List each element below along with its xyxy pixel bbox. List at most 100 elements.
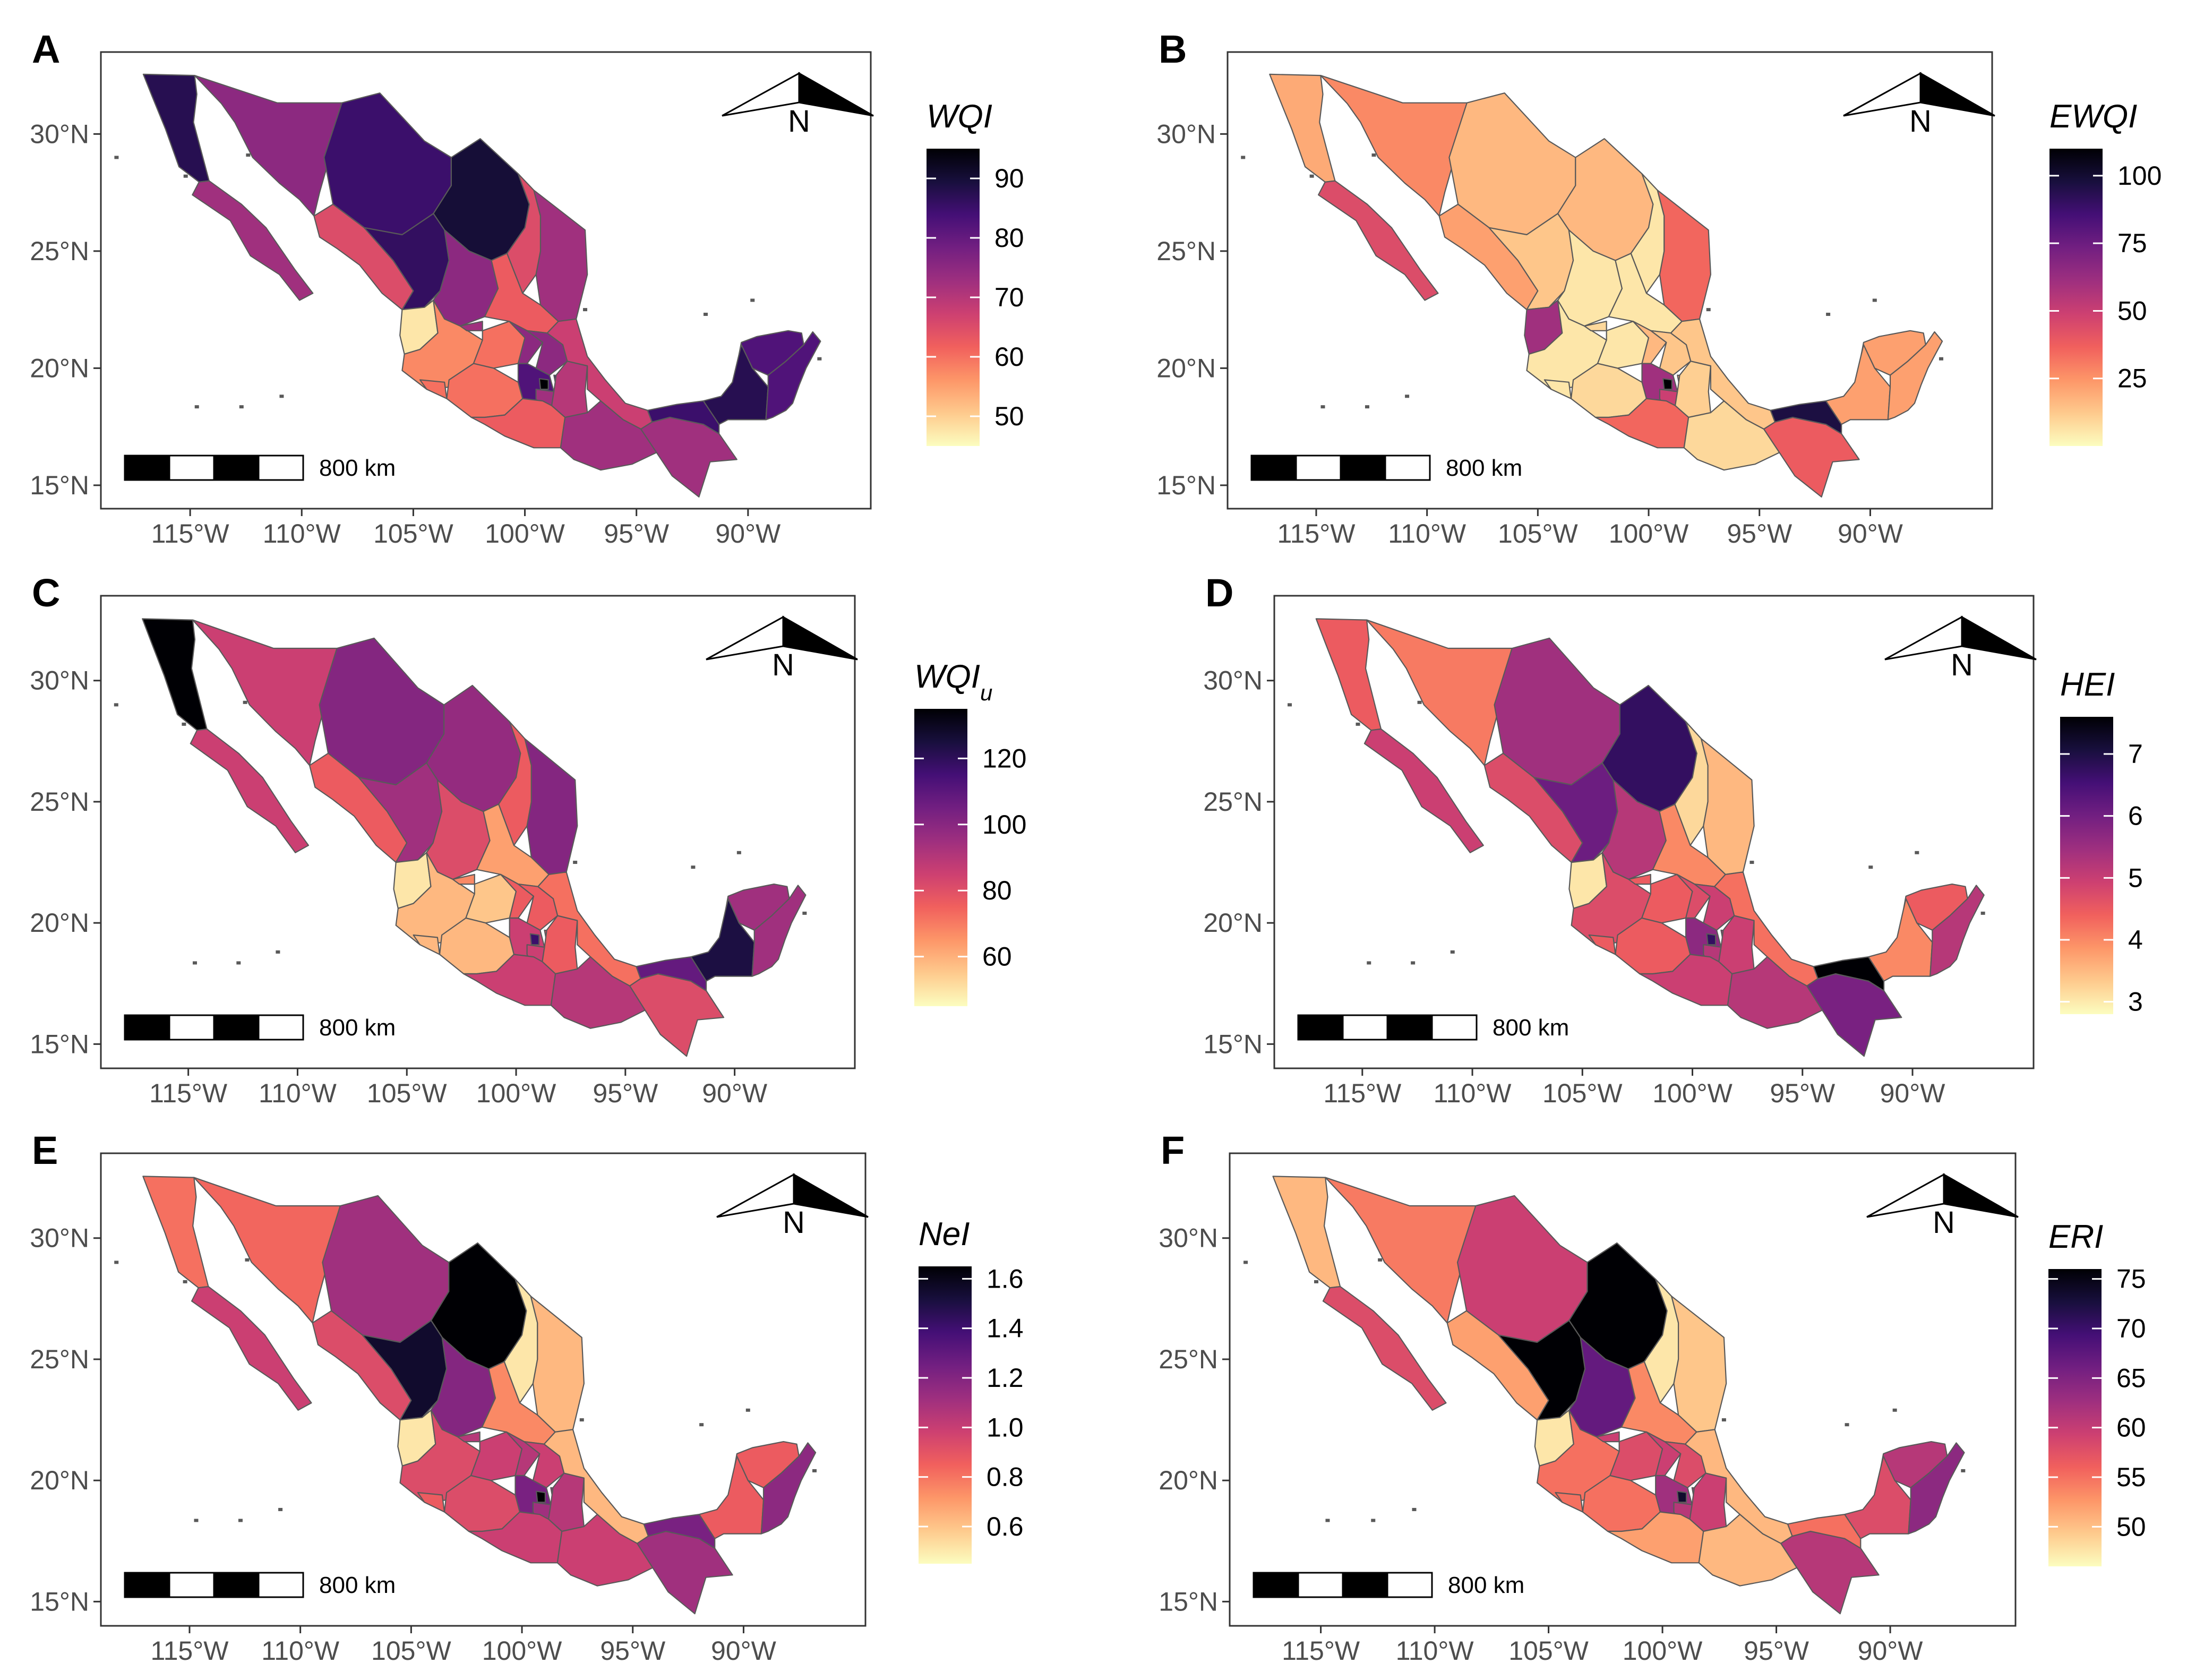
island	[1450, 950, 1455, 954]
island	[1405, 395, 1410, 398]
y-tick-label: 20°N	[1156, 353, 1216, 383]
legend-title: WQIu	[914, 658, 992, 705]
island	[183, 174, 188, 178]
island	[1356, 722, 1360, 726]
island	[182, 722, 186, 726]
x-tick-label: 105°W	[1542, 1078, 1623, 1108]
x-tick-label: 115°W	[151, 519, 230, 548]
colorbar-tick-label: 80	[982, 876, 1012, 905]
y-tick-label: 20°N	[1159, 1465, 1218, 1495]
island	[745, 1408, 750, 1412]
scale-bar: 800 km	[1297, 1014, 1569, 1041]
panel-letter: A	[32, 27, 60, 71]
x-tick-label: 90°W	[1880, 1078, 1946, 1108]
colorbar-tick-label: 1.6	[987, 1264, 1024, 1293]
state-SON	[192, 619, 338, 766]
island	[1243, 1261, 1248, 1264]
y-tick-label: 25°N	[30, 1344, 89, 1374]
north-arrow-icon: N	[706, 615, 858, 682]
x-tick-label: 100°W	[1652, 1078, 1733, 1108]
colorbar-tick-label: 0.6	[987, 1512, 1024, 1541]
north-label: N	[783, 1205, 805, 1240]
x-tick-label: 90°W	[1858, 1636, 1924, 1666]
island	[1241, 156, 1246, 159]
legend-title: HEI	[2060, 666, 2115, 703]
north-arrow-icon: N	[1843, 72, 1995, 139]
panel-letter: E	[32, 1128, 58, 1172]
x-tick-label: 105°W	[1508, 1636, 1589, 1666]
scale-bar: 800 km	[1250, 455, 1522, 481]
colorbar-tick-label: 100	[2117, 161, 2162, 191]
colorbar	[2060, 717, 2113, 1014]
colorbar-tick-label: 25	[2117, 364, 2147, 393]
y-tick-label: 30°N	[1203, 666, 1263, 696]
colorbar-tick-label: 50	[994, 401, 1024, 431]
island	[239, 405, 244, 409]
state-GRO	[468, 1511, 563, 1564]
colorbar	[2048, 1269, 2102, 1566]
states	[114, 73, 822, 498]
state-ROO	[1929, 885, 1985, 977]
island	[1749, 861, 1754, 864]
island	[817, 357, 822, 361]
colorbar-tick-label: 7	[2128, 739, 2143, 769]
scale-bar-label: 800 km	[319, 1572, 396, 1598]
state-ROO	[1908, 1442, 1965, 1535]
island	[1939, 357, 1943, 361]
scale-bar-label: 800 km	[1493, 1015, 1569, 1041]
scale-bar-label: 800 km	[1446, 455, 1522, 481]
legend: HEI 7 6 5 4 3	[2060, 666, 2143, 1017]
y-tick-label: 15°N	[30, 1587, 89, 1616]
island	[276, 950, 280, 954]
island	[1367, 961, 1371, 965]
panel-letter: D	[1205, 571, 1233, 615]
x-tick-label: 95°W	[1727, 519, 1793, 548]
island	[1371, 153, 1376, 157]
scale-bar: 800 km	[1253, 1572, 1524, 1598]
x-tick-label: 105°W	[373, 519, 453, 548]
island	[1411, 961, 1416, 965]
colorbar-tick-label: 50	[2116, 1512, 2146, 1541]
x-tick-label: 110°W	[261, 1636, 340, 1666]
y-tick-label: 25°N	[30, 236, 89, 266]
island	[114, 1261, 119, 1264]
x-tick-label: 95°W	[604, 519, 670, 548]
y-tick-label: 25°N	[1159, 1344, 1218, 1374]
colorbar	[2049, 149, 2103, 446]
island	[114, 703, 118, 707]
state-BCS	[1318, 180, 1439, 301]
panel-E: E 115°W 110°W 105°W 100°W 95°W 90°W 30°N 25°N 20°…	[30, 1128, 1023, 1666]
island	[1325, 1519, 1330, 1522]
state-SON	[1366, 619, 1513, 766]
colorbar	[919, 1266, 972, 1564]
island	[1288, 703, 1292, 707]
island	[236, 961, 241, 965]
y-tick-label: 30°N	[1156, 119, 1216, 149]
colorbar-tick-label: 3	[2128, 987, 2143, 1017]
north-label: N	[772, 648, 794, 682]
colorbar-tick-label: 60	[982, 942, 1012, 972]
north-arrow-icon: N	[1884, 615, 2037, 682]
scale-bar: 800 km	[124, 1572, 396, 1598]
x-tick-label: 100°W	[485, 519, 565, 548]
state-ROO	[751, 885, 807, 977]
y-tick-label: 25°N	[30, 787, 89, 817]
island	[802, 911, 807, 915]
states	[1241, 73, 1943, 498]
colorbar-tick-label: 75	[2116, 1264, 2146, 1294]
island	[1845, 1423, 1849, 1427]
panel-letter: B	[1159, 27, 1187, 71]
island	[278, 1507, 283, 1511]
x-tick-label: 95°W	[1744, 1636, 1809, 1666]
colorbar-tick-label: 1.4	[987, 1314, 1024, 1343]
state-SON	[194, 75, 343, 217]
y-tick-label: 15°N	[1156, 470, 1216, 500]
state-ROO	[1887, 331, 1943, 421]
north-label: N	[1909, 104, 1932, 139]
x-tick-label: 105°W	[371, 1636, 451, 1666]
island	[1826, 312, 1831, 316]
panel-C: C 115°W 110°W 105°W 100°W 95°W 90°W 30°N 25°N 20°…	[30, 571, 1026, 1108]
panel-letter: F	[1161, 1128, 1185, 1172]
panel-B: B 115°W 110°W 105°W 100°W 95°W 90°W 30°N 25°N 20°…	[1156, 27, 2162, 548]
